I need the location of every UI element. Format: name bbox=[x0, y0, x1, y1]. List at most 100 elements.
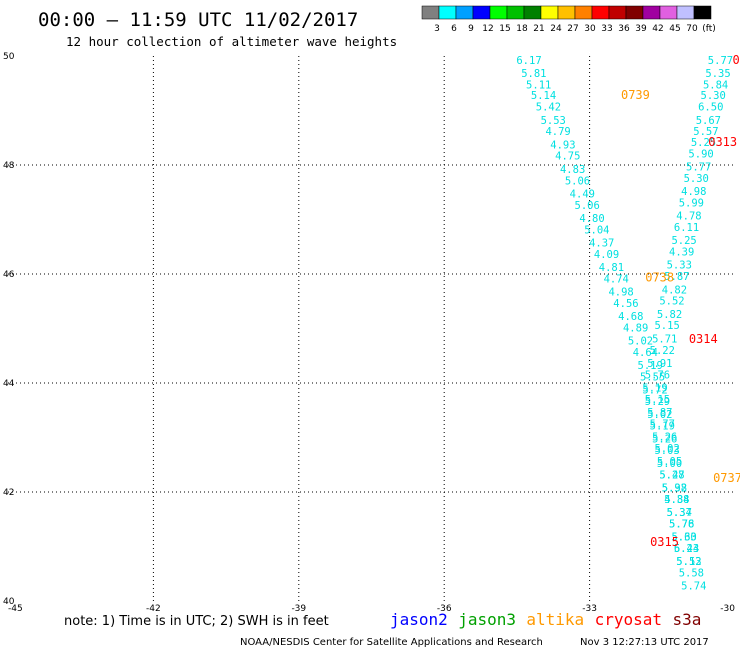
data-point-label: 5.02 bbox=[654, 443, 679, 455]
data-point-label: 5.03 bbox=[654, 445, 679, 457]
data-point-label: 4.78 bbox=[676, 211, 701, 223]
data-point-label: 5.26 bbox=[652, 431, 677, 443]
data-point-label: 5.11 bbox=[526, 79, 551, 91]
legend-label: 70 bbox=[686, 24, 698, 34]
x-tick-label: -42 bbox=[146, 604, 161, 614]
pass-time-label: 0312 bbox=[732, 53, 740, 67]
data-point-label: 5.42 bbox=[536, 102, 561, 114]
data-points: 6.175.815.115.145.425.534.794.934.754.83… bbox=[516, 55, 733, 593]
data-point-label: 5.52 bbox=[676, 556, 701, 568]
axis-ticks: -45 -42 -39 -36 -33 -30 40 42 44 46 48 50 bbox=[3, 52, 735, 614]
data-point-label: 4.09 bbox=[594, 249, 619, 261]
data-point-label: 5.26 bbox=[652, 434, 677, 446]
legend-label: 42 bbox=[652, 24, 663, 34]
data-point-label: 5.02 bbox=[628, 335, 653, 347]
pass-time-label: 0739 bbox=[621, 88, 650, 102]
legend-swatch bbox=[421, 5, 440, 20]
data-point-label: 5.74 bbox=[681, 581, 706, 593]
legend-swatch bbox=[506, 5, 525, 20]
legend-label: 39 bbox=[635, 24, 647, 34]
data-point-label: 5.87 bbox=[647, 407, 672, 419]
data-point-label: 5.76 bbox=[645, 369, 670, 381]
data-point-label: 5.06 bbox=[575, 200, 600, 212]
data-point-label: 5.63 bbox=[671, 532, 696, 544]
chart-title: 00:00 – 11:59 UTC 11/02/2017 bbox=[38, 9, 358, 31]
data-point-label: 5.57 bbox=[693, 126, 718, 138]
data-point-label: 6.50 bbox=[698, 102, 723, 114]
data-point-label: 5.43 bbox=[674, 543, 699, 555]
data-point-label: 5.28 bbox=[659, 470, 684, 482]
data-point-label: 4.39 bbox=[669, 247, 694, 259]
data-point-label: 5.37 bbox=[667, 507, 692, 519]
data-point-label: 5.35 bbox=[705, 68, 730, 80]
chart-subtitle: 12 hour collection of altimeter wave hei… bbox=[66, 34, 397, 49]
data-point-label: 4.89 bbox=[623, 322, 648, 334]
data-point-label: 5.67 bbox=[696, 115, 721, 127]
data-point-label: 4.79 bbox=[545, 126, 570, 138]
pass-time-label: 0737 bbox=[713, 471, 740, 485]
data-point-label: 6.24 bbox=[674, 543, 699, 555]
data-point-label: 5.91 bbox=[647, 358, 672, 370]
satellite-legend-item: jason3 bbox=[458, 610, 516, 629]
data-point-label: 5.15 bbox=[645, 394, 670, 406]
legend-label: 24 bbox=[550, 24, 562, 34]
data-point-label: 5.34 bbox=[667, 507, 692, 519]
legend-swatch bbox=[574, 5, 593, 20]
legend-label: 9 bbox=[468, 24, 474, 34]
legend-swatch bbox=[676, 5, 695, 20]
x-tick-label: -45 bbox=[8, 604, 23, 614]
data-point-label: 5.78 bbox=[669, 519, 694, 531]
y-tick-label: 48 bbox=[3, 161, 15, 171]
legend-swatch bbox=[540, 5, 559, 20]
pass-labels: 03120739031307380314073703150736 bbox=[621, 53, 740, 549]
data-point-label: 5.02 bbox=[647, 409, 672, 421]
legend-label: 36 bbox=[618, 24, 630, 34]
x-tick-label: -39 bbox=[291, 604, 306, 614]
data-point-label: 4.74 bbox=[604, 273, 629, 285]
y-tick-label: 40 bbox=[3, 597, 15, 607]
data-point-label: 5.92 bbox=[662, 483, 687, 495]
y-tick-label: 42 bbox=[3, 488, 14, 498]
data-point-label: 5.06 bbox=[565, 175, 590, 187]
legend-swatch bbox=[557, 5, 576, 20]
legend-label: 45 bbox=[669, 24, 680, 34]
data-point-label: 6.11 bbox=[674, 222, 699, 234]
legend-swatch bbox=[472, 5, 491, 20]
data-point-label: 5.00 bbox=[657, 458, 682, 470]
pass-time-label: 0315 bbox=[650, 535, 679, 549]
data-point-label: 5.13 bbox=[676, 556, 701, 568]
data-point-label: 5.47 bbox=[659, 470, 684, 482]
data-point-label: 5.58 bbox=[679, 568, 704, 580]
legend-label: 12 bbox=[482, 24, 493, 34]
data-point-label: 5.15 bbox=[654, 320, 679, 332]
data-point-label: 5.30 bbox=[684, 173, 709, 185]
grid-lines bbox=[8, 56, 735, 601]
data-point-label: 5.38 bbox=[662, 483, 687, 495]
data-point-label: 4.75 bbox=[555, 151, 580, 163]
satellite-legend: jason2 jason3 altika cryosat s3a bbox=[390, 610, 701, 629]
legend-label: (ft) bbox=[702, 24, 716, 34]
x-tick-label: -33 bbox=[582, 604, 597, 614]
legend-swatch bbox=[591, 5, 610, 20]
legend-label: 27 bbox=[567, 24, 578, 34]
legend-swatch bbox=[625, 5, 644, 20]
legend-swatch bbox=[523, 5, 542, 20]
data-point-label: 4.68 bbox=[618, 311, 643, 323]
satellite-legend-item: altika bbox=[526, 610, 584, 629]
x-tick-label: -36 bbox=[437, 604, 452, 614]
data-point-label: 5.72 bbox=[642, 385, 667, 397]
pass-time-label: 0314 bbox=[689, 332, 718, 346]
legend-swatch bbox=[438, 5, 457, 20]
legend-swatch bbox=[693, 5, 712, 20]
data-point-label: 5.77 bbox=[708, 55, 733, 67]
data-point-label: 5.33 bbox=[667, 260, 692, 272]
legend-swatch bbox=[659, 5, 678, 20]
data-point-label: 4.49 bbox=[570, 188, 595, 200]
satellite-legend-item: cryosat bbox=[595, 610, 662, 629]
data-point-label: 5.38 bbox=[664, 494, 689, 506]
data-point-label: 5.19 bbox=[650, 421, 675, 433]
data-point-label: 4.82 bbox=[662, 284, 687, 296]
footer-timestamp: Nov 3 12:27:13 UTC 2017 bbox=[580, 637, 709, 648]
data-point-label: 5.52 bbox=[659, 296, 684, 308]
data-point-label: 5.76 bbox=[669, 519, 694, 531]
